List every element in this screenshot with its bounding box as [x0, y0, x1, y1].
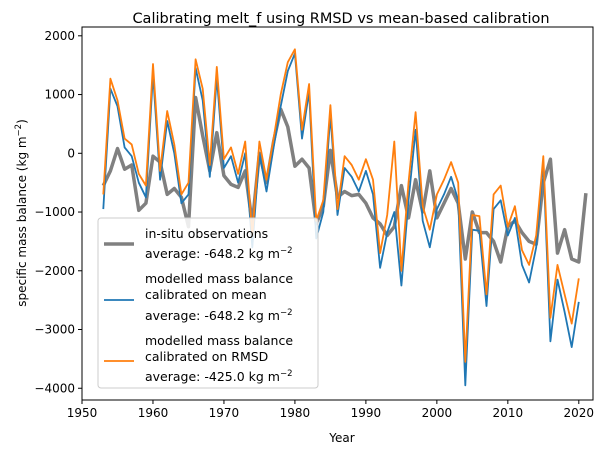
legend-average-observations: average: -648.2 kg m−2 — [145, 246, 292, 261]
x-tick-label: 1960 — [138, 406, 169, 420]
legend-average-observations-sup: −2 — [280, 246, 293, 256]
y-axis-label-main: specific mass balance (kg m — [15, 136, 29, 306]
series-line-mean — [102, 52, 580, 387]
chart-title: Calibrating melt_f using RMSD vs mean-ba… — [132, 11, 549, 27]
legend-label-rmsd-1: modelled mass balance — [145, 333, 293, 348]
series-line-observations — [101, 95, 588, 264]
legend-average-observations-text: average: -648.2 kg m — [145, 246, 280, 261]
x-tick-label: 1990 — [351, 406, 382, 420]
legend-average-rmsd-sup: −2 — [280, 369, 293, 379]
x-tick-label: 2010 — [493, 406, 524, 420]
legend-average-mean: average: -648.2 kg m−2 — [145, 308, 292, 323]
legend-box — [97, 217, 319, 389]
y-axis-label: specific mass balance (kg m−2) — [14, 119, 29, 307]
y-tick-label: 1000 — [44, 88, 75, 102]
legend: in-situ observations average: -648.2 kg … — [97, 217, 319, 389]
legend-label-observations: in-situ observations — [145, 226, 268, 241]
series-line-rmsd — [102, 48, 580, 363]
legend-average-mean-text: average: -648.2 kg m — [145, 308, 280, 323]
x-tick-label: 2000 — [422, 406, 453, 420]
x-axis: 1950 1960 1970 1980 1990 2000 2010 2020 — [67, 400, 594, 420]
x-tick-label: 1970 — [209, 406, 240, 420]
legend-average-rmsd-text: average: -425.0 kg m — [145, 369, 280, 384]
x-tick-label: 1980 — [280, 406, 311, 420]
legend-average-mean-sup: −2 — [280, 308, 293, 318]
x-tick-label: 1950 — [67, 406, 98, 420]
x-tick-label: 2020 — [564, 406, 595, 420]
series-layer — [101, 48, 588, 387]
y-axis-label-sup: −2 — [14, 124, 24, 137]
y-tick-label: −3000 — [34, 323, 75, 337]
y-tick-label: −2000 — [34, 264, 75, 278]
y-axis: −4000 −3000 −2000 −1000 0 1000 2000 — [34, 29, 82, 395]
y-tick-label: −1000 — [34, 205, 75, 219]
legend-average-rmsd: average: -425.0 kg m−2 — [145, 369, 292, 384]
y-axis-label-end: ) — [15, 119, 29, 124]
gridless-plot-area: 1950 1960 1970 1980 1990 2000 2010 2020 −4000 −3… — [34, 26, 594, 420]
y-tick-label: 2000 — [44, 29, 75, 43]
legend-label-mean-1: modelled mass balance — [145, 271, 293, 286]
plot-frame — [81, 26, 594, 401]
x-axis-label: Year — [328, 431, 354, 445]
legend-label-rmsd-2: calibrated on RMSD — [145, 349, 268, 364]
legend-label-mean-2: calibrated on mean — [145, 287, 267, 302]
y-tick-label: 0 — [67, 146, 75, 160]
y-tick-label: −4000 — [34, 381, 75, 395]
